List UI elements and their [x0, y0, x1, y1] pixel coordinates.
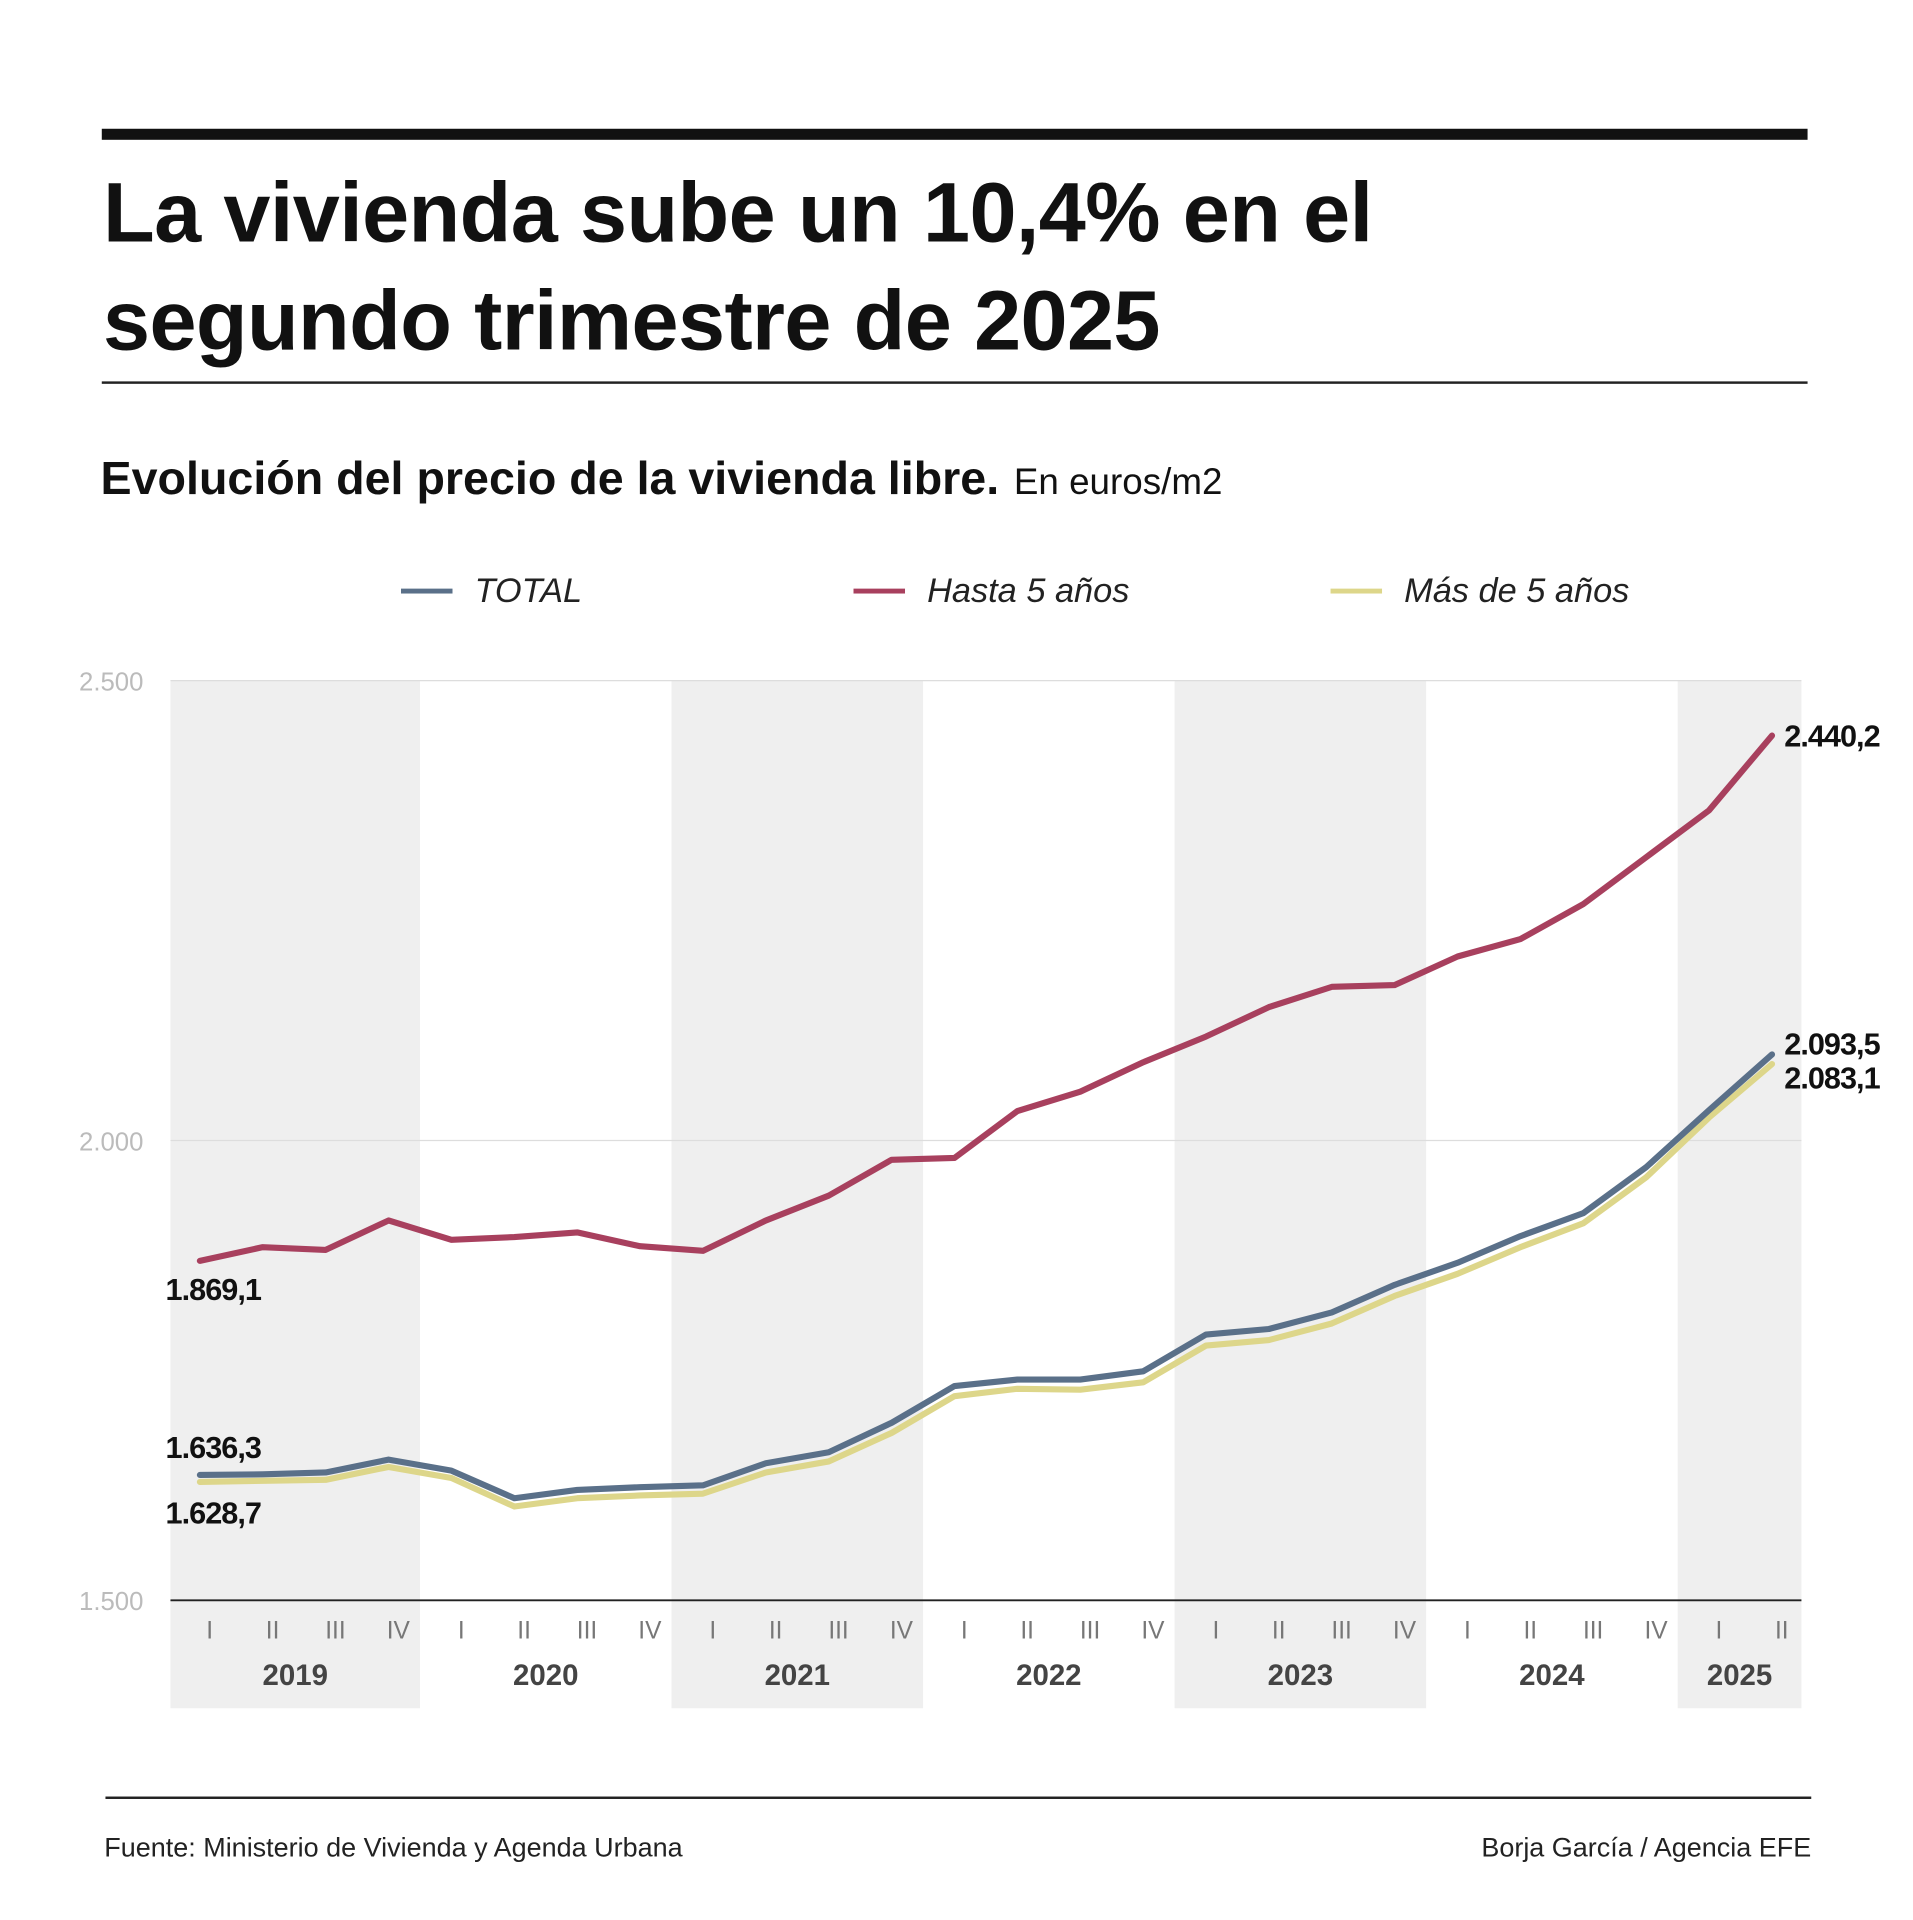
subtitle-text: Evolución del precio de la vivienda libr…	[100, 453, 1000, 506]
data-label: 1.628,7	[166, 1497, 261, 1531]
year-band	[1677, 680, 1802, 1709]
legend-label: Hasta 5 años	[927, 571, 1130, 610]
title-line-1: La vivienda sube un 10,4% en el	[103, 165, 1373, 260]
data-label: 2.093,5	[1784, 1027, 1880, 1061]
quarter-tick-label: III	[1583, 1617, 1603, 1644]
year-band	[1174, 680, 1427, 1709]
year-label: 2022	[1016, 1659, 1081, 1692]
quarter-tick-label: IV	[638, 1617, 662, 1644]
year-band	[671, 680, 924, 1709]
y-tick-label: 2.000	[79, 1128, 143, 1156]
legend-label: TOTAL	[474, 571, 583, 610]
quarter-tick-label: IV	[890, 1617, 914, 1644]
legend-item-mas-5: Más de 5 años	[1330, 571, 1630, 610]
footer-divider	[105, 1796, 1812, 1799]
quarter-tick-label: II	[266, 1617, 280, 1644]
year-band	[170, 680, 420, 1709]
quarter-tick-label: I	[1464, 1617, 1471, 1644]
legend-swatch	[853, 588, 906, 594]
y-tick-label: 1.500	[79, 1588, 143, 1616]
page-title: La vivienda sube un 10,4% en el segundo …	[103, 159, 1820, 375]
chart-subtitle: Evolución del precio de la vivienda libr…	[101, 454, 1223, 507]
quarter-tick-label: III	[1080, 1617, 1100, 1644]
data-label: 2.083,1	[1784, 1062, 1880, 1096]
quarter-tick-label: III	[828, 1617, 848, 1644]
year-label: 2020	[513, 1659, 578, 1692]
legend-label: Más de 5 años	[1404, 571, 1630, 610]
year-label: 2025	[1707, 1659, 1772, 1692]
quarter-tick-label: II	[1272, 1617, 1286, 1644]
year-label: 2019	[262, 1659, 327, 1692]
quarter-tick-label: IV	[1644, 1617, 1668, 1644]
quarter-tick-label: III	[325, 1617, 345, 1644]
quarter-tick-label: I	[709, 1617, 716, 1644]
quarter-tick-label: I	[458, 1617, 465, 1644]
series-line-2	[196, 1060, 1776, 1510]
quarter-tick-label: IV	[387, 1617, 411, 1644]
quarter-tick-label: II	[1775, 1617, 1789, 1644]
title-divider	[101, 381, 1808, 384]
legend-swatch	[401, 588, 453, 594]
data-label: 1.869,1	[166, 1273, 262, 1307]
unit-label: En euros/m2	[1013, 462, 1223, 503]
legend-swatch	[1330, 588, 1383, 594]
data-label: 2.440,2	[1784, 720, 1879, 754]
quarter-tick-label: I	[206, 1617, 213, 1644]
year-label: 2024	[1519, 1659, 1585, 1692]
quarter-tick-label: IV	[1141, 1617, 1165, 1644]
data-label: 1.636,3	[166, 1431, 261, 1465]
quarter-tick-label: III	[1331, 1617, 1351, 1644]
top-rule	[101, 128, 1808, 140]
series-line-0	[196, 1051, 1776, 1502]
legend-item-hasta-5: Hasta 5 años	[853, 571, 1130, 610]
source-text: Fuente: Ministerio de Vivienda y Agenda …	[104, 1832, 683, 1863]
quarter-tick-label: II	[517, 1617, 531, 1644]
quarter-tick-label: I	[1716, 1617, 1723, 1644]
credit-text: Borja García / Agencia EFE	[1481, 1832, 1812, 1863]
quarter-tick-label: III	[577, 1617, 597, 1644]
legend-item-total: TOTAL	[401, 571, 582, 610]
quarter-tick-label: II	[1020, 1617, 1034, 1644]
title-line-2: segundo trimestre de 2025	[103, 273, 1160, 368]
quarter-tick-label: IV	[1393, 1617, 1417, 1644]
year-label: 2021	[765, 1659, 830, 1692]
quarter-tick-label: II	[769, 1617, 783, 1644]
quarter-tick-label: I	[1212, 1617, 1219, 1644]
year-label: 2023	[1268, 1659, 1333, 1692]
quarter-tick-label: II	[1523, 1617, 1537, 1644]
quarter-tick-label: I	[961, 1617, 968, 1644]
y-tick-label: 2.500	[79, 668, 143, 696]
series-line-1	[196, 732, 1776, 1264]
